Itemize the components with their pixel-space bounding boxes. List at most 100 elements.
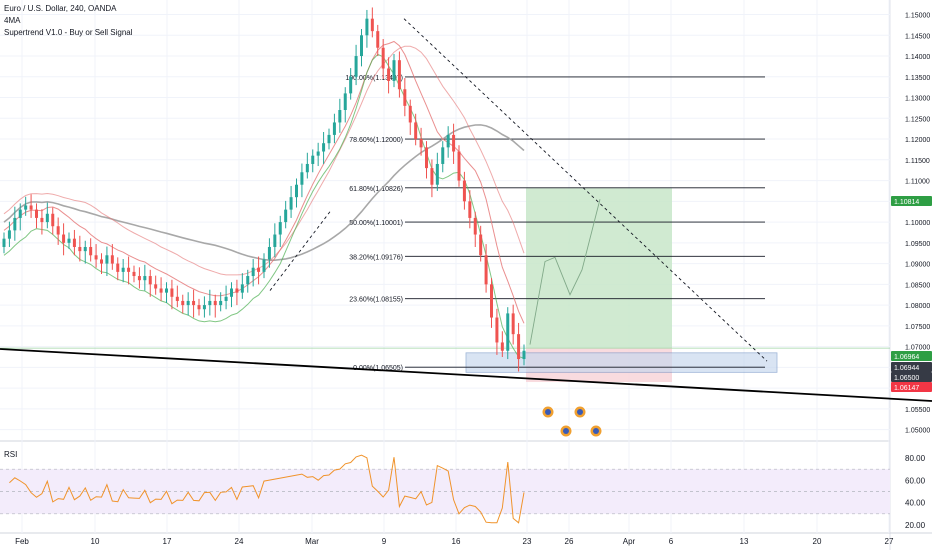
candle-body [457,151,461,181]
time-label: 13 [740,537,749,546]
rsi-line [9,454,525,524]
time-label: 20 [813,537,822,546]
candle-body [370,18,374,32]
candle-body [2,238,6,247]
candle-body [72,238,76,247]
fib-level-label: 23.60%(1.08155) [349,297,403,304]
candle-body [137,276,141,281]
candle-body [322,143,326,152]
candles [2,7,526,372]
candle-body [202,305,206,310]
price-tag [891,362,932,372]
fib-level-label: 78.60%(1.12000) [349,137,403,144]
price-tag-label: 1.06500 [894,375,919,382]
candle-body [208,300,212,306]
price-axis-label: 1.05000 [905,428,930,435]
candle-body [300,172,304,185]
candle-body [332,122,336,135]
price-axis-label: 1.07500 [905,324,930,331]
candle-body [408,105,412,123]
fib-level-label: 50.00%(1.10001) [349,220,403,227]
rsi-pane[interactable]: 80.00 60.00 40.00 20.00 [0,454,926,530]
candle-body [257,267,261,272]
price-axis-label: 1.13500 [905,75,930,82]
price-axis-label: 1.12000 [905,137,930,144]
price-tags: 1.10814 1.06964 1.06944 1.06500 1.06147 [891,196,932,392]
candle-body [360,35,363,57]
candle-body [219,300,223,306]
price-axis-label: 1.07000 [905,345,930,352]
candle-body [143,276,147,281]
candle-body [479,234,483,256]
event-flag-icon-inner [577,409,583,415]
candle-body [267,246,271,260]
price-tag [891,372,932,382]
candle-body [18,209,22,218]
fib-level-label: 100.00%(1.13497) [345,75,403,82]
event-flag-icon-inner [545,409,551,415]
entry-box [465,352,778,373]
event-flag-icon-inner [593,428,599,434]
candle-body [441,147,445,164]
time-label: Apr [623,537,636,546]
candle-body [13,217,17,231]
time-label: 10 [91,537,100,546]
candle-body [148,276,152,285]
candle-body [29,205,33,210]
price-tag [891,196,932,206]
time-label: 23 [523,537,532,546]
candle-body [273,234,277,247]
candle-body [387,68,391,81]
price-tag-label: 1.06147 [894,385,919,392]
candle-body [251,267,255,277]
time-label: 17 [163,537,172,546]
symbol-title[interactable]: Euro / U.S. Dollar, 240, OANDA [4,4,117,13]
candle-body [468,201,472,218]
candle-body [165,288,168,293]
rsi-label[interactable]: RSI [4,450,18,459]
candle-body [62,234,66,243]
candle-body [381,47,385,69]
indicator-supertrend-label[interactable]: Supertrend V1.0 - Buy or Sell Signal [4,28,133,37]
candle-body [316,151,320,156]
time-label: 6 [669,537,674,546]
indicator-4ma-label[interactable]: 4MA [4,16,21,25]
price-axis-label: 1.14500 [905,33,930,40]
candle-body [94,255,98,260]
candle-body [224,296,228,301]
candle-body [506,313,510,351]
candle-body [51,213,55,227]
candle-body [89,246,93,256]
candle-body [186,300,190,306]
candle-body [213,300,217,306]
candle-body [240,284,244,293]
candle-body [462,180,466,202]
event-icons[interactable] [541,405,603,438]
price-axis-label: 1.05500 [905,407,930,414]
candle-body [392,60,396,81]
candle-body [517,334,521,360]
price-axis-label: 1.13000 [905,96,930,103]
support-trendline [0,348,932,402]
drawings[interactable] [0,18,932,402]
candle-body [430,168,434,185]
candle-body [403,89,407,106]
fib-level-label: 0.00%(1.06505) [353,365,403,372]
price-axis-label: 1.11500 [905,158,930,165]
candle-body [154,284,158,289]
rsi-axis-label: 40.00 [905,499,926,508]
candle-body [197,305,201,310]
time-label: Feb [15,537,29,546]
candle-body [511,313,515,335]
candle-body [127,267,131,272]
candle-body [376,31,380,48]
fibonacci-levels[interactable]: 100.00%(1.13497) 78.60%(1.12000) 61.80%(1.… [345,75,765,372]
candle-body [473,217,477,235]
candle-body [132,271,136,277]
time-axis[interactable]: Feb 10 17 24 Mar 9 16 23 26 Apr 6 13 20 27 [15,537,894,546]
candle-body [45,213,49,223]
candle-body [230,288,233,297]
candle-body [278,222,282,235]
